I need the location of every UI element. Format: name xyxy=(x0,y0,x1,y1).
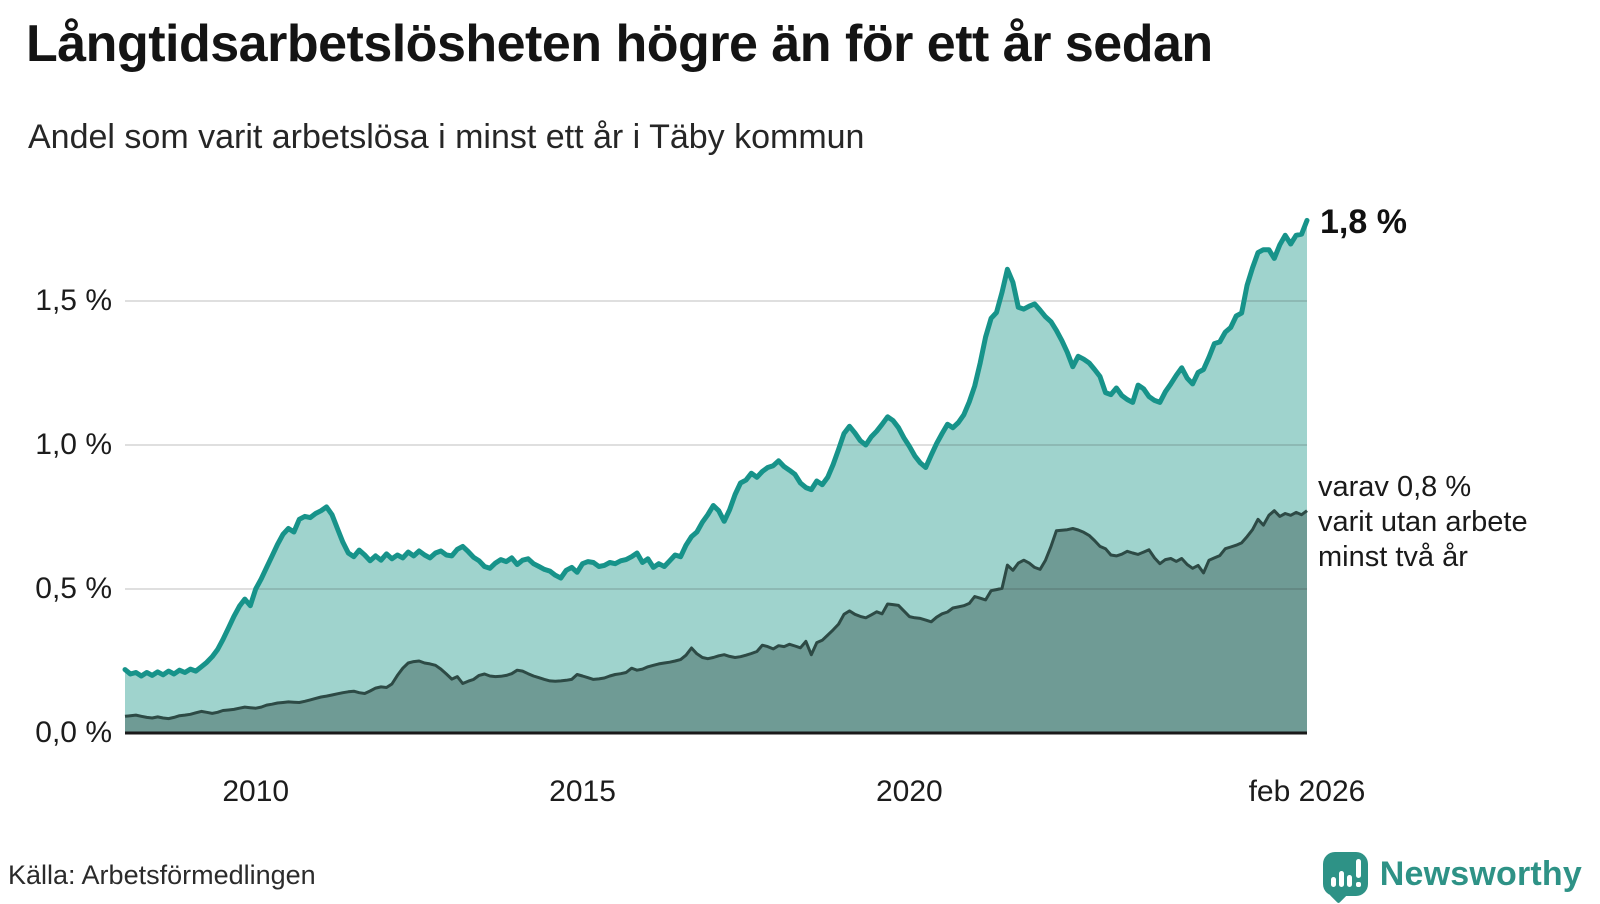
gridlines xyxy=(125,300,1307,590)
bar-chart-glyph xyxy=(1346,875,1352,887)
x-tick-label: 2020 xyxy=(875,775,943,808)
x-tick-label: 2010 xyxy=(222,775,290,808)
page-subtitle: Andel som varit arbetslösa i minst ett å… xyxy=(28,118,865,156)
y-tick-label: 0,5 % xyxy=(35,572,112,605)
y-tick-label: 1,5 % xyxy=(35,284,112,317)
x-tick-label: feb 2026 xyxy=(1248,775,1366,808)
exclamation-dot xyxy=(1355,882,1361,887)
brand-logo: Newsworthy xyxy=(1322,846,1582,904)
end-value-label: 1,8 % xyxy=(1320,203,1407,242)
speech-bubble-tail xyxy=(1329,885,1348,904)
series-2yr-annotation-line1: varav 0,8 % xyxy=(1318,470,1472,503)
series-1yr-line xyxy=(122,217,1310,679)
source-note: Källa: Arbetsförmedlingen xyxy=(8,860,316,890)
newsworthy-icon xyxy=(1322,852,1368,904)
series-2yr-annotation-line3: minst två år xyxy=(1318,540,1468,573)
exclamation-glyph xyxy=(1355,859,1361,878)
series-2yr-line xyxy=(124,509,1308,721)
bar-chart-glyph xyxy=(1330,877,1336,887)
brand-wordmark: Newsworthy xyxy=(1379,854,1582,893)
series-2yr-annotation: varav 0,8 % varit utan arbete minst två … xyxy=(1318,470,1528,575)
series-2yr-area xyxy=(125,510,1307,733)
bar-chart-glyph xyxy=(1338,871,1344,887)
page-title: Långtidsarbetslösheten högre än för ett … xyxy=(26,15,1213,73)
x-tick-label: 2015 xyxy=(549,775,616,808)
series-2yr-annotation-line2: varit utan arbete xyxy=(1318,505,1528,538)
y-tick-label: 1,0 % xyxy=(35,428,112,461)
y-tick-label: 0,0 % xyxy=(35,716,112,749)
